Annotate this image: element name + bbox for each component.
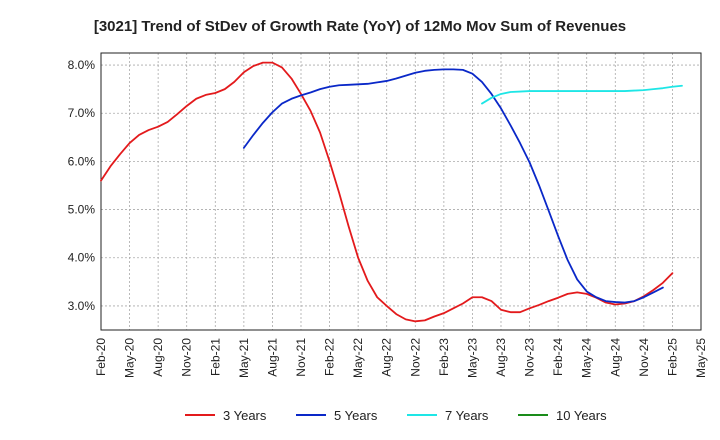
legend-label-3-years: 3 Years xyxy=(223,408,267,423)
plot-area: Feb-20 May-20 Aug-20 Nov-20 Feb-21 May-21 Aug-… xyxy=(68,52,708,378)
x-tick-label: May-21 xyxy=(237,338,251,378)
x-tick-label: Feb-21 xyxy=(208,338,222,376)
x-tick-label: Feb-24 xyxy=(551,338,565,376)
y-tick-label: 5.0% xyxy=(68,203,96,217)
x-tick-label: Aug-23 xyxy=(494,338,508,377)
legend: 3 Years 5 Years 7 Years 10 Years xyxy=(185,408,607,423)
plot-frame xyxy=(100,52,702,331)
x-tick-label: Nov-22 xyxy=(408,338,422,377)
x-tick-label: May-24 xyxy=(580,338,594,378)
legend-label-10-years: 10 Years xyxy=(556,408,607,423)
series-line-7-years xyxy=(481,84,683,105)
chart-title: [3021] Trend of StDev of Growth Rate (Yo… xyxy=(94,18,626,35)
legend-label-5-years: 5 Years xyxy=(334,408,378,423)
y-tick-label: 6.0% xyxy=(68,154,96,168)
x-tick-label: May-25 xyxy=(694,338,708,378)
x-tick-label: Feb-23 xyxy=(437,338,451,376)
x-tick-label: Aug-24 xyxy=(608,338,622,377)
x-tick-label: May-20 xyxy=(123,338,137,378)
x-tick-label: Nov-23 xyxy=(523,338,537,377)
x-tick-label: Nov-20 xyxy=(180,338,194,377)
x-tick-label: Feb-25 xyxy=(665,338,679,376)
x-tick-label: May-23 xyxy=(465,338,479,378)
y-tick-label: 8.0% xyxy=(68,58,96,72)
legend-label-7-years: 7 Years xyxy=(445,408,489,423)
y-tick-label: 7.0% xyxy=(68,106,96,120)
y-tick-label: 3.0% xyxy=(68,299,96,313)
x-tick-label: Aug-20 xyxy=(151,338,165,377)
x-tick-label: Nov-24 xyxy=(637,338,651,377)
x-tick-label: Aug-22 xyxy=(380,338,394,377)
plot-background xyxy=(101,53,701,330)
x-tick-label: Nov-21 xyxy=(294,338,308,377)
x-tick-label: Feb-22 xyxy=(323,338,337,376)
x-tick-label: Feb-20 xyxy=(94,338,108,376)
series-line-3-years xyxy=(100,61,674,323)
y-tick-label: 4.0% xyxy=(68,251,96,265)
series-line-5-years xyxy=(242,68,664,304)
x-tick-label: May-22 xyxy=(351,338,365,378)
x-tick-label: Aug-21 xyxy=(265,338,279,377)
